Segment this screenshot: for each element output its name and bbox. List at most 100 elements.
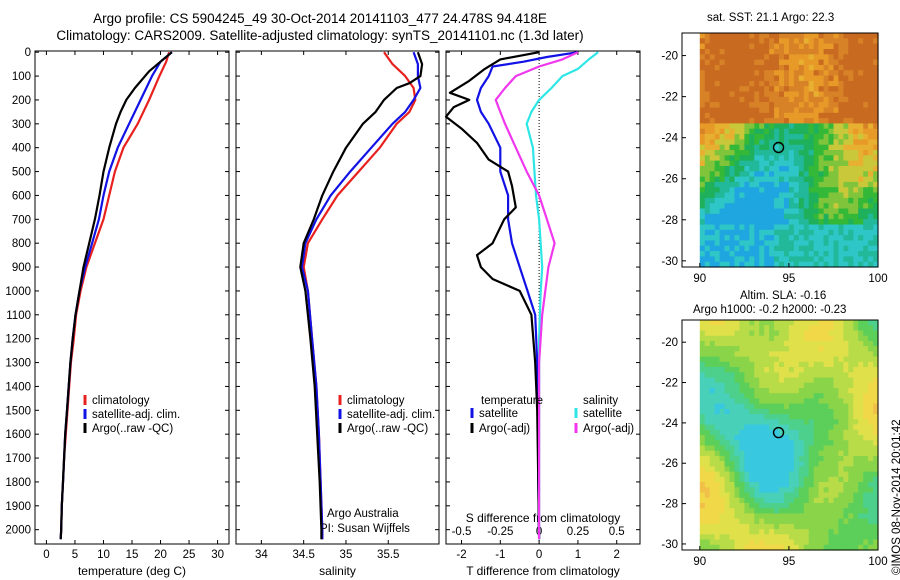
map-cell — [803, 361, 810, 368]
map-cell — [719, 49, 726, 55]
map-cell — [833, 398, 839, 405]
map-cell — [853, 393, 859, 399]
map-cell — [759, 398, 765, 405]
map-cell — [863, 38, 869, 45]
map-cell — [749, 240, 755, 247]
map-cell — [828, 455, 834, 462]
map-cell — [704, 372, 711, 379]
map-cell — [808, 49, 815, 55]
map-cell — [858, 91, 864, 98]
map-cell — [853, 251, 859, 257]
map-cell — [838, 240, 844, 247]
map-cell — [724, 224, 731, 231]
map-cell — [724, 229, 731, 236]
map-cell — [709, 166, 716, 172]
map-cell — [823, 49, 830, 55]
map-cell — [749, 176, 755, 183]
map-cell — [714, 33, 721, 39]
map-cell — [868, 476, 874, 483]
map-cell — [798, 224, 805, 231]
map-cell — [724, 123, 731, 130]
map-cell — [774, 429, 780, 436]
map-cell — [714, 155, 721, 162]
map-cell — [764, 256, 770, 263]
map-cell — [714, 393, 721, 399]
map-cell — [798, 424, 805, 431]
map-cell — [823, 377, 830, 384]
map-cell — [724, 487, 731, 494]
map-cell — [838, 96, 844, 103]
map-cell — [833, 361, 839, 368]
map-cell — [764, 367, 770, 373]
map-cell — [729, 471, 735, 478]
map-cell — [803, 518, 810, 525]
map-cell — [699, 128, 706, 135]
map-cell — [784, 403, 790, 410]
map-cell — [754, 256, 760, 263]
map-cell — [833, 544, 839, 551]
map-cell — [714, 80, 721, 87]
map-cell — [818, 330, 825, 337]
map-cell — [833, 118, 839, 124]
map-cell — [798, 176, 805, 183]
map-cell — [784, 476, 790, 483]
map-cell — [828, 398, 834, 405]
map-cell — [774, 403, 780, 410]
map-cell — [833, 208, 839, 215]
map-cell — [754, 361, 760, 368]
map-cell — [784, 43, 790, 50]
map-cell — [709, 455, 716, 462]
map-cell — [769, 203, 775, 210]
map-cell — [724, 107, 731, 114]
map-cell — [833, 192, 839, 199]
map-cell — [779, 160, 785, 167]
map-cell — [699, 482, 706, 488]
map-cell — [838, 160, 844, 167]
map-cell — [779, 492, 785, 499]
map-cell — [739, 70, 745, 77]
map-cell — [774, 461, 780, 467]
map-cell — [838, 86, 844, 93]
map-cell — [863, 235, 869, 241]
map-cell — [818, 197, 825, 204]
map-cell — [709, 492, 716, 499]
map-cell — [798, 118, 805, 124]
map-cell — [744, 503, 750, 509]
map-cell — [754, 139, 760, 146]
map-cell — [823, 408, 830, 415]
map-cell — [734, 487, 740, 494]
map-cell — [833, 346, 839, 352]
map-cell — [848, 166, 854, 172]
map-cell — [818, 70, 825, 77]
map-cell — [818, 181, 825, 188]
map-cell — [828, 461, 834, 467]
map-cell — [813, 497, 820, 504]
map-cell — [793, 346, 800, 352]
map-cell — [729, 466, 735, 473]
map-cell — [744, 197, 750, 204]
map-cell — [749, 382, 755, 389]
map-cell — [823, 466, 830, 473]
map-cell — [719, 461, 726, 467]
map-cell — [858, 33, 864, 39]
map-cell — [764, 203, 770, 210]
map-cell — [848, 340, 854, 347]
map-cell — [704, 139, 711, 146]
map-y-tick-label: -22 — [661, 378, 678, 390]
map-cell — [724, 192, 731, 199]
map-cell — [788, 539, 795, 546]
map-cell — [868, 166, 874, 172]
map-cell — [724, 197, 731, 204]
map-cell — [868, 219, 874, 225]
map-cell — [774, 482, 780, 488]
map-cell — [863, 398, 869, 405]
map-cell — [699, 367, 706, 373]
map-cell — [744, 160, 750, 167]
map-cell — [793, 33, 800, 39]
map-cell — [853, 408, 859, 415]
map-cell — [729, 356, 735, 363]
map-cell — [858, 107, 864, 114]
map-cell — [739, 466, 745, 473]
map-cell — [833, 245, 839, 252]
map-cell — [818, 419, 825, 426]
